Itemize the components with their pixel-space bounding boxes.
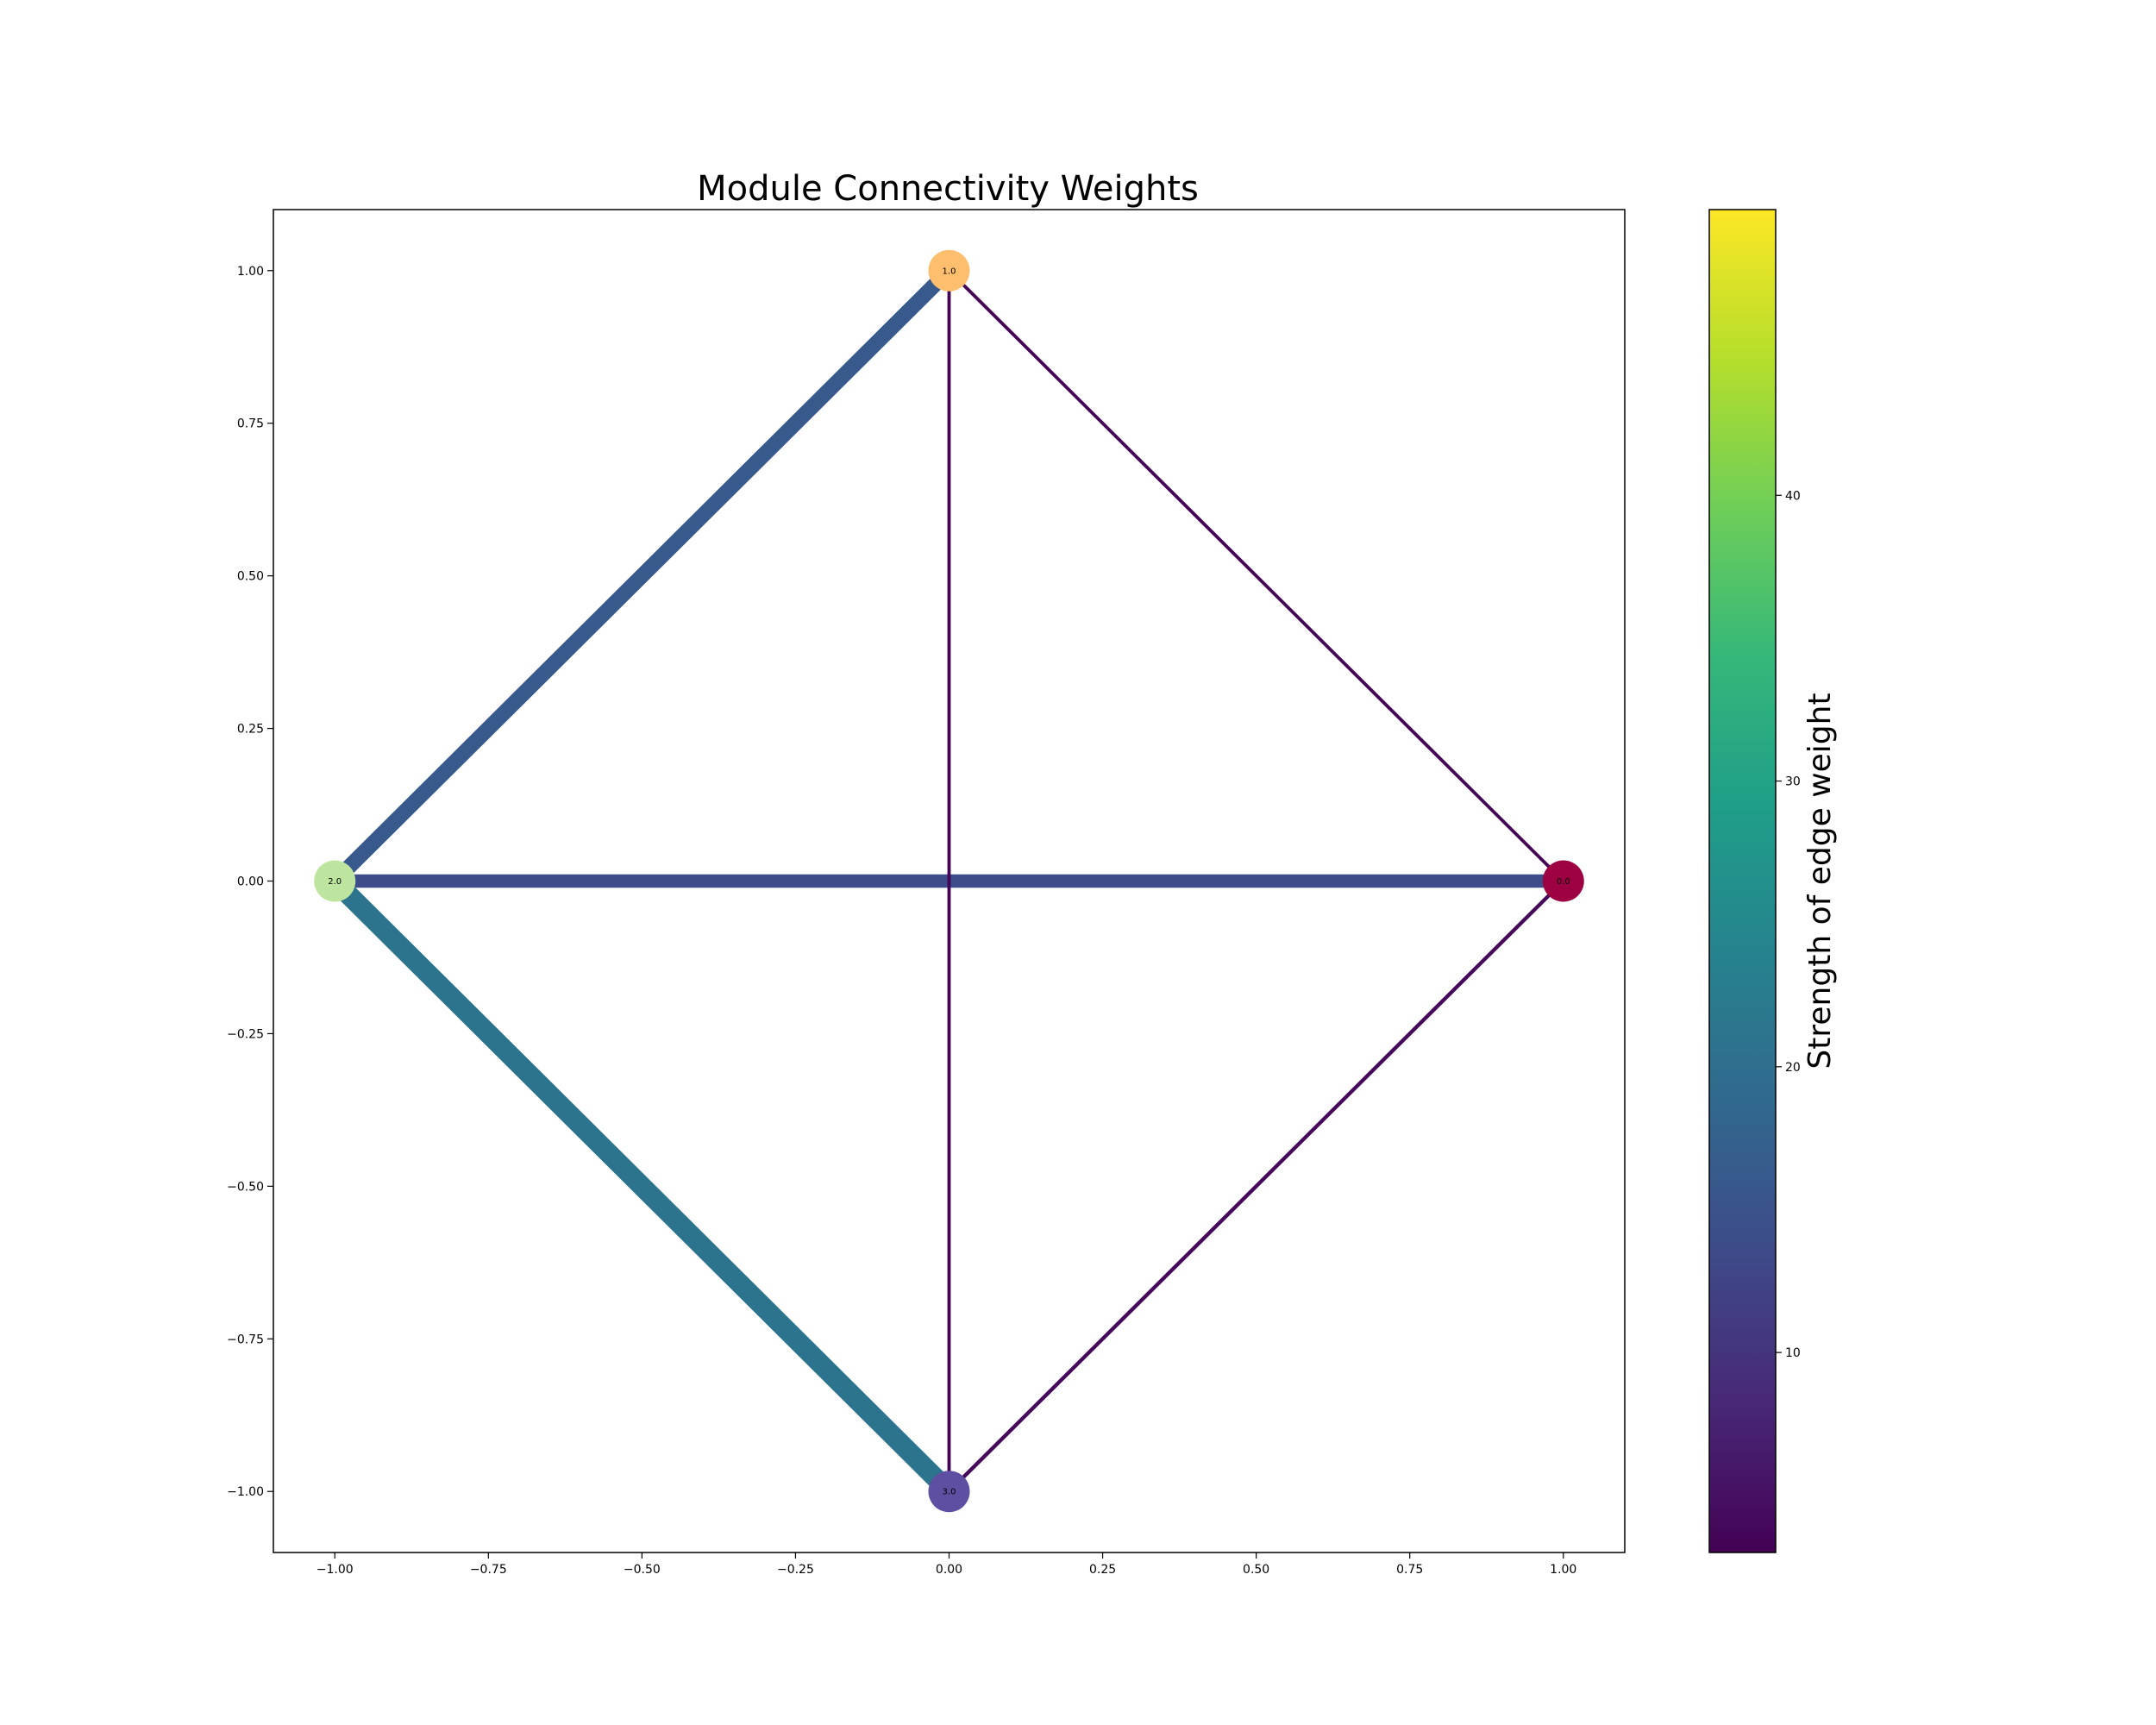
nodes-layer: 0.0 1.0 2.0 3.0	[314, 249, 1584, 1513]
node-3.0	[928, 1471, 970, 1513]
colorbar-tick-label: 20	[1785, 1061, 1801, 1075]
colorbar-ticks: 10 20 30 40	[1776, 489, 1801, 1360]
node-label-3.0: 3.0	[943, 1488, 956, 1497]
node-label-2.0: 2.0	[328, 877, 342, 887]
node-label-0.0: 0.0	[1557, 877, 1570, 887]
x-tick-label: 0.50	[1243, 1563, 1269, 1577]
colorbar-tick-label: 40	[1785, 489, 1801, 503]
edge-3.0-0.0	[947, 879, 1565, 1493]
edge-2.0-1.0	[329, 265, 955, 887]
colorbar-tick-label: 30	[1785, 775, 1801, 789]
y-tick-label: −0.25	[227, 1027, 264, 1041]
colorbar-tick-label: 10	[1785, 1346, 1801, 1360]
colorbar: 10 20 30 40 Strength of edge weight	[1708, 209, 1838, 1553]
y-tick-label: 0.00	[237, 875, 264, 889]
x-tick-label: −0.75	[470, 1563, 507, 1577]
y-tick-label: −0.50	[227, 1180, 264, 1194]
x-tick-label: −0.50	[624, 1563, 661, 1577]
x-tick-label: 1.00	[1550, 1563, 1576, 1577]
colorbar-frame	[1708, 209, 1777, 1553]
node-1.0	[928, 249, 970, 292]
y-tick-label: −0.75	[227, 1333, 264, 1346]
x-axis: −1.00 −0.75 −0.50 −0.25 0.00 0.25 0.50 0.75 1.00	[317, 1552, 1576, 1577]
chart-title: Module Connectivity Weights	[697, 169, 1199, 209]
colorbar-label: Strength of edge weight	[1802, 693, 1838, 1069]
y-tick-label: 1.00	[237, 265, 264, 279]
edge-2.0-3.0	[328, 874, 956, 1499]
x-tick-label: 0.00	[936, 1563, 962, 1577]
y-tick-label: 0.25	[237, 723, 264, 737]
x-tick-label: 0.25	[1089, 1563, 1116, 1577]
x-tick-label: −1.00	[317, 1563, 354, 1577]
x-tick-label: −0.25	[777, 1563, 814, 1577]
y-tick-label: −1.00	[227, 1485, 264, 1499]
node-label-1.0: 1.0	[943, 267, 956, 276]
y-tick-label: 0.50	[237, 570, 264, 584]
edge-1.0-0.0	[948, 269, 1565, 882]
node-0.0	[1542, 860, 1584, 902]
y-axis: 1.00 0.75 0.50 0.25 0.00 −0.25 −0.50 −0.75 −1.00	[227, 265, 273, 1499]
node-2.0	[314, 860, 356, 902]
colorbar-gradient	[1709, 210, 1776, 1552]
y-tick-label: 0.75	[237, 417, 264, 431]
x-tick-label: 0.75	[1396, 1563, 1423, 1577]
edges-layer	[328, 265, 1565, 1499]
